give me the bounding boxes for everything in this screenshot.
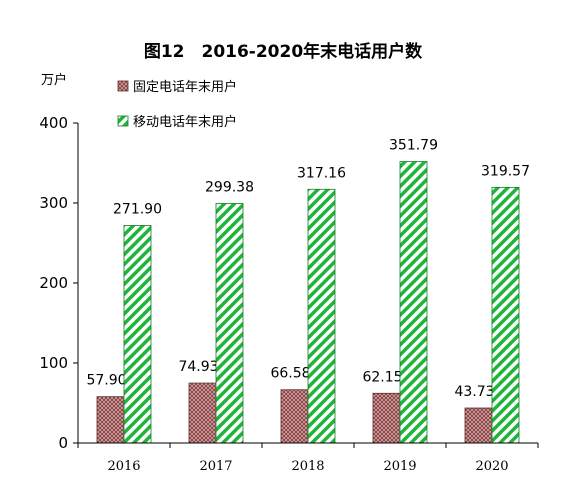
y-tick-label: 100 bbox=[39, 354, 68, 372]
legend-label: 固定电话年末用户 bbox=[133, 79, 237, 95]
x-axis: 2016 2017 2018 2019 2020 bbox=[77, 442, 539, 474]
y-tick-label: 0 bbox=[58, 434, 68, 452]
x-tick-label: 2020 bbox=[475, 459, 508, 474]
data-label: 74.93 bbox=[178, 359, 218, 375]
y-axis-unit: 万户 bbox=[41, 72, 67, 88]
data-label: 299.38 bbox=[205, 179, 254, 195]
mobile-bar bbox=[307, 188, 336, 444]
mobile-bar bbox=[399, 161, 428, 444]
data-label: 62.15 bbox=[362, 369, 402, 385]
fixed-line-bar bbox=[372, 392, 401, 444]
x-tick-label: 2016 bbox=[107, 459, 140, 474]
fixed-line-bar bbox=[280, 389, 309, 444]
x-tick-label: 2018 bbox=[291, 459, 324, 474]
fixed-line-bar bbox=[464, 407, 493, 444]
y-tick-label: 300 bbox=[39, 194, 68, 212]
mobile-bar bbox=[491, 186, 520, 444]
bars: 57.90 74.93 66.58 62.15 43.73 271.90 299.38 317… bbox=[86, 138, 530, 444]
fixed-line-bar bbox=[188, 382, 217, 444]
mobile-bar bbox=[215, 203, 244, 444]
data-label: 351.79 bbox=[389, 138, 438, 154]
data-label: 57.90 bbox=[86, 373, 126, 389]
x-tick-label: 2019 bbox=[383, 459, 416, 474]
fixed-line-bar bbox=[96, 396, 125, 444]
legend-swatch bbox=[117, 80, 129, 92]
mobile-bar bbox=[123, 225, 152, 444]
x-tick-label: 2017 bbox=[199, 459, 232, 474]
legend-label: 移动电话年末用户 bbox=[133, 114, 237, 130]
data-label: 43.73 bbox=[454, 384, 494, 400]
data-label: 317.16 bbox=[297, 165, 346, 181]
y-tick-label: 200 bbox=[39, 274, 68, 292]
chart-title: 图12 2016-2020年末电话用户数 bbox=[144, 41, 423, 62]
data-label: 66.58 bbox=[270, 366, 310, 382]
legend-swatch bbox=[117, 115, 129, 127]
data-label: 271.90 bbox=[113, 201, 162, 217]
y-axis: 0 100 200 300 400 bbox=[39, 114, 79, 452]
data-label: 319.57 bbox=[481, 163, 530, 179]
y-tick-label: 400 bbox=[39, 114, 68, 132]
